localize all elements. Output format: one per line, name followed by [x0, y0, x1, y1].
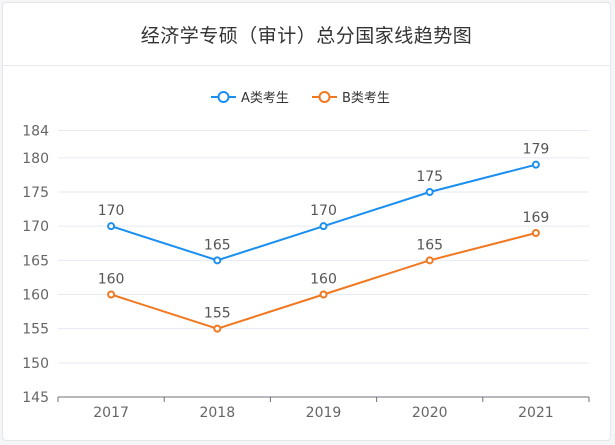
y-tick-label: 175 — [22, 185, 49, 201]
legend-item[interactable]: B类考生 — [312, 91, 390, 106]
data-label: 155 — [204, 306, 231, 322]
series-lines — [110, 163, 537, 330]
y-tick-label: 150 — [22, 356, 49, 372]
data-labels: 170 165 170 175 179 160 155 160 165 169 — [98, 142, 550, 322]
data-point[interactable] — [425, 256, 434, 265]
data-label: 179 — [523, 142, 550, 158]
data-label: 160 — [310, 272, 337, 288]
data-point[interactable] — [319, 290, 328, 299]
data-point[interactable] — [319, 222, 328, 231]
series-points[interactable] — [107, 160, 540, 333]
data-label: 165 — [416, 237, 443, 253]
legend-label: A类考生 — [241, 91, 289, 106]
x-tick-label: 2020 — [412, 405, 448, 421]
data-label: 170 — [310, 203, 337, 219]
y-tick-label: 184 — [22, 124, 49, 140]
x-axis: 2017 2018 2019 2020 2021 — [57, 396, 590, 421]
data-label: 170 — [98, 203, 125, 219]
chart-title: 经济学专硕（审计）总分国家线趋势图 — [140, 24, 473, 47]
grid-lines — [58, 130, 589, 364]
data-point[interactable] — [213, 256, 222, 265]
x-tick-label: 2018 — [199, 405, 235, 421]
data-point[interactable] — [107, 290, 116, 299]
x-tick-label: 2019 — [306, 405, 342, 421]
y-tick-label: 170 — [22, 219, 49, 235]
legend-label: B类考生 — [342, 91, 390, 106]
chart-header: 经济学专硕（审计）总分国家线趋势图 — [3, 3, 610, 66]
x-tick-label: 2017 — [93, 405, 129, 421]
y-tick-label: 180 — [22, 151, 49, 167]
data-point[interactable] — [531, 160, 540, 169]
y-tick-label: 160 — [22, 288, 49, 304]
chart-card: 经济学专硕（审计）总分国家线趋势图 — [2, 2, 611, 441]
legend-item[interactable]: A类考生 — [211, 91, 289, 106]
y-tick-label: 165 — [22, 253, 49, 269]
legend-marker-icon — [318, 91, 331, 103]
data-point[interactable] — [531, 229, 540, 237]
y-tick-label: 145 — [22, 390, 49, 406]
y-tick-label: 155 — [22, 322, 49, 338]
legend-marker-icon — [217, 91, 230, 103]
data-label: 169 — [523, 210, 550, 226]
data-label: 160 — [98, 272, 125, 288]
data-label: 165 — [204, 237, 231, 253]
data-point[interactable] — [213, 324, 222, 333]
data-point[interactable] — [107, 222, 116, 231]
data-label: 175 — [416, 169, 443, 185]
legend[interactable]: A类考生 B类考生 — [211, 91, 390, 106]
x-tick-label: 2021 — [518, 405, 554, 421]
y-axis: 145 150 155 160 165 170 175 180 184 — [22, 124, 49, 407]
data-point[interactable] — [425, 188, 434, 196]
